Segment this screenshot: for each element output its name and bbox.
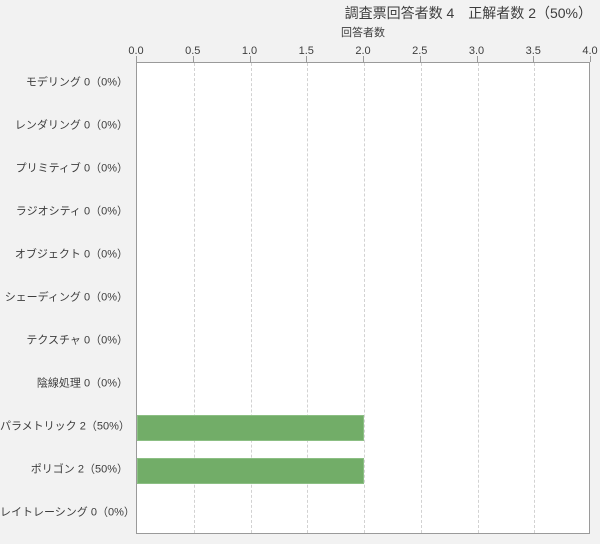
y-axis-category-label: オブジェクト 0（0%） xyxy=(14,248,128,261)
x-axis-tick-label: 3.0 xyxy=(468,45,485,57)
y-axis-category-label: プリミティブ 0（0%） xyxy=(15,162,128,175)
x-axis-tick-label: 1.5 xyxy=(298,45,314,57)
x-axis-label: 回答者数 xyxy=(341,27,385,39)
bar xyxy=(137,457,364,484)
y-axis-category-label: 陰線処理 0（0%） xyxy=(36,377,128,390)
x-axis-tick-label: 0.5 xyxy=(185,45,201,57)
x-axis-tick-mark xyxy=(533,56,535,62)
y-axis-category-labels: モデリング 0（0%） レンダリング 0（0%） プリミティブ 0（0%） ラジオシテ… xyxy=(0,62,135,534)
x-axis-tick-mark xyxy=(363,56,364,62)
x-axis-tick-mark xyxy=(476,56,478,62)
gridline xyxy=(250,63,253,533)
gridline xyxy=(307,63,309,533)
y-axis-category-label: パラメトリック 2（50%） xyxy=(0,420,130,433)
gridlines xyxy=(137,63,589,533)
x-axis-tick-label: 1.0 xyxy=(241,45,258,57)
bar xyxy=(137,414,364,441)
gridline xyxy=(420,63,423,533)
bars-layer xyxy=(137,63,589,533)
plot-area xyxy=(136,62,590,534)
y-axis-category-label: テクスチャ 0（0%） xyxy=(26,334,128,347)
y-axis-category-label: ポリゴン 2（50%） xyxy=(30,463,128,476)
x-axis-tick-mark xyxy=(136,56,137,62)
x-axis-tick-label: 3.5 xyxy=(525,45,541,57)
x-axis-tick-label: 2.5 xyxy=(412,45,428,57)
x-axis-tick-mark xyxy=(249,56,251,62)
gridline xyxy=(534,63,536,533)
page-title: 調査票回答者数 4 正解者数 2（50%） xyxy=(344,5,592,21)
x-axis-tick-mark xyxy=(192,56,194,62)
gridline xyxy=(477,63,480,533)
y-axis-category-label: ラジオシティ 0（0%） xyxy=(15,205,128,218)
x-axis-tick-labels: 0.0 0.5 1.0 1.5 2.0 2.5 3.0 3.5 4.0 xyxy=(0,45,600,59)
x-axis-tick-mark xyxy=(419,56,421,62)
gridline xyxy=(193,63,196,533)
y-axis-category-label: レンダリング 0（0%） xyxy=(14,119,128,132)
y-axis-category-label: シェーディング 0（0%） xyxy=(4,291,128,304)
gridline xyxy=(364,63,366,533)
y-axis-category-label: モデリング 0（0%） xyxy=(25,76,128,89)
x-axis-tick-mark xyxy=(306,56,308,62)
x-axis-tick-label: 2.0 xyxy=(355,45,371,57)
x-axis-tick-mark xyxy=(590,56,591,62)
y-axis-category-label: レイトレーシング 0（0%） xyxy=(0,506,135,519)
x-axis-tick-label: 0.0 xyxy=(128,45,144,57)
x-axis-tick-label: 4.0 xyxy=(582,45,598,57)
